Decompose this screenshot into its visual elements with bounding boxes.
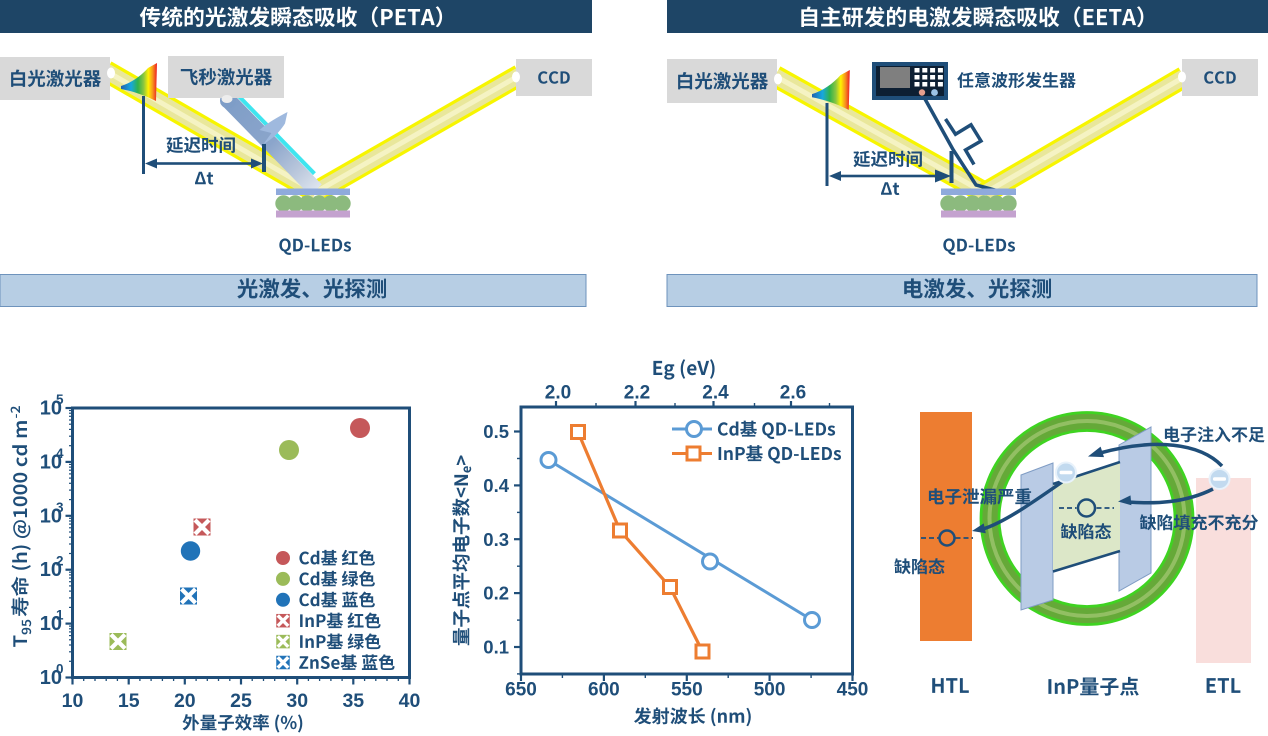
svg-text:25: 25	[230, 690, 252, 712]
svg-text:10: 10	[40, 451, 62, 473]
svg-text:0.2: 0.2	[483, 583, 509, 604]
svg-text:10: 10	[40, 559, 62, 581]
svg-text:5: 5	[56, 392, 64, 407]
svg-text:450: 450	[837, 680, 869, 701]
svg-text:10: 10	[40, 505, 62, 527]
svg-text:500: 500	[754, 680, 786, 701]
svg-text:0.5: 0.5	[483, 421, 509, 442]
svg-text:550: 550	[671, 680, 703, 701]
svg-text:35: 35	[342, 690, 364, 712]
svg-text:10: 10	[40, 398, 62, 420]
svg-text:10: 10	[62, 690, 84, 712]
svg-text:0.1: 0.1	[483, 637, 509, 658]
svg-text:2: 2	[56, 554, 64, 569]
svg-text:4: 4	[56, 446, 64, 461]
svg-text:0.4: 0.4	[483, 475, 509, 496]
svg-text:30: 30	[286, 690, 308, 712]
svg-text:2.6: 2.6	[780, 383, 806, 404]
svg-text:40: 40	[399, 690, 421, 712]
svg-text:600: 600	[588, 680, 620, 701]
svg-text:2.4: 2.4	[702, 383, 729, 404]
svg-text:0: 0	[56, 662, 64, 677]
svg-text:2.0: 2.0	[545, 383, 571, 404]
svg-text:3: 3	[56, 500, 64, 515]
svg-text:650: 650	[505, 680, 537, 701]
svg-text:10: 10	[40, 613, 62, 635]
svg-text:2.2: 2.2	[624, 383, 650, 404]
svg-text:15: 15	[118, 690, 140, 712]
svg-text:0.3: 0.3	[483, 529, 509, 550]
svg-text:1: 1	[56, 608, 64, 623]
svg-text:10: 10	[40, 667, 62, 689]
svg-text:20: 20	[174, 690, 196, 712]
